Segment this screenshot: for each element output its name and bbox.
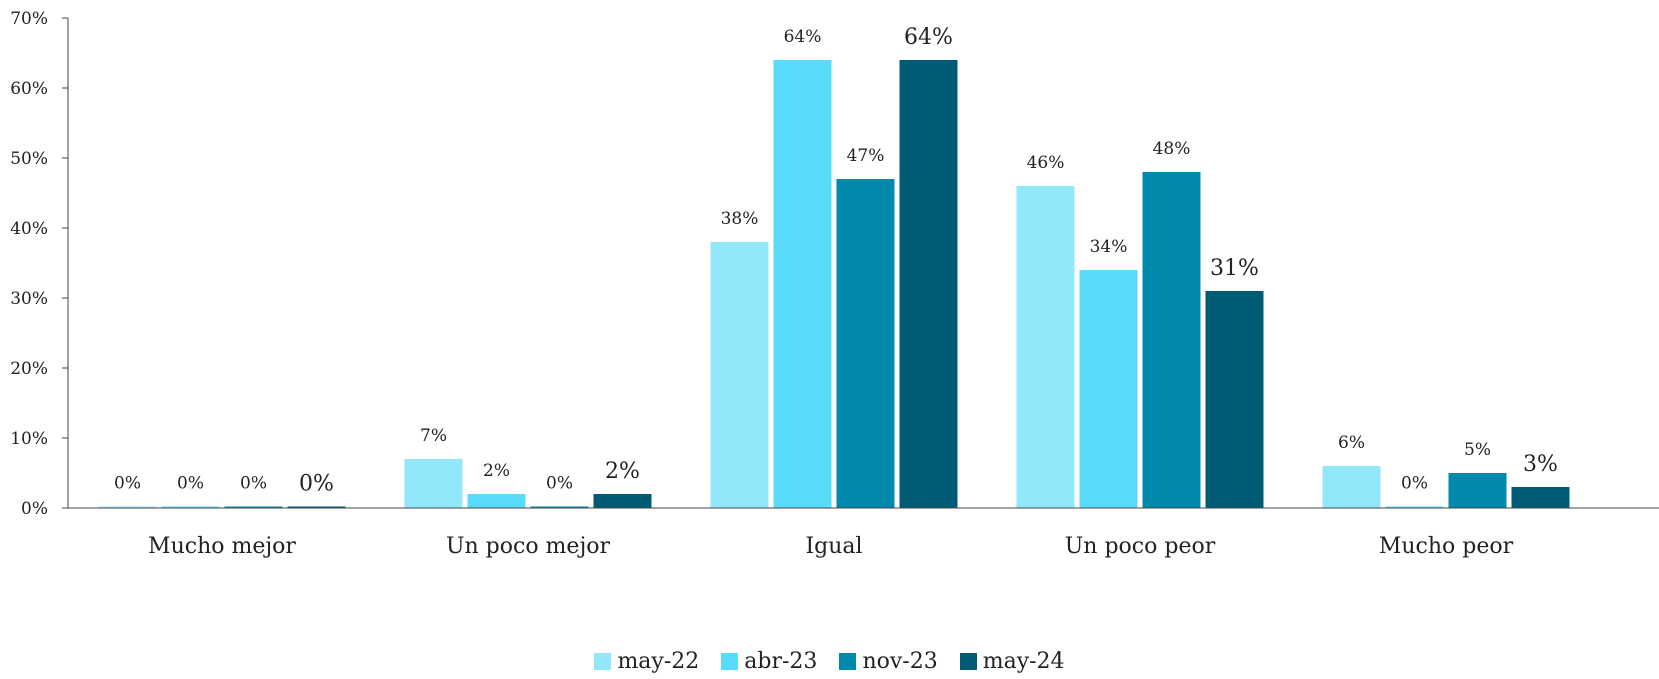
- legend-label: may-24: [982, 648, 1065, 674]
- data-label: 34%: [1090, 237, 1128, 257]
- legend-item-abr-23: abr-23: [721, 649, 817, 674]
- data-label: 31%: [1210, 256, 1259, 281]
- bar-may-24-3: [1205, 291, 1264, 508]
- bar-may-24-4: [1511, 487, 1570, 508]
- legend: may-22 abr-23 nov-23 may-24: [0, 648, 1659, 674]
- bar-abr-23-1: [467, 494, 526, 508]
- y-tick-label: 10%: [10, 429, 48, 449]
- data-label: 47%: [847, 146, 885, 166]
- bar-may-24-0: [287, 506, 346, 508]
- data-label: 0%: [299, 472, 334, 497]
- bar-may-24-1: [593, 494, 652, 508]
- y-tick-label: 50%: [10, 149, 48, 169]
- x-category-label: Mucho mejor: [148, 534, 296, 559]
- bar-nov-23-3: [1142, 172, 1201, 508]
- legend-item-may-24: may-24: [959, 648, 1065, 674]
- bar-nov-23-2: [836, 179, 895, 508]
- y-tick-label: 30%: [10, 289, 48, 309]
- data-label: 0%: [114, 474, 141, 494]
- bar-nov-23-4: [1448, 473, 1507, 508]
- y-axis: 0% 10% 20% 30% 40% 50% 60% 70%: [10, 9, 69, 519]
- data-label: 2%: [605, 459, 640, 484]
- bar-abr-23-0: [161, 506, 220, 508]
- data-label: 64%: [904, 25, 953, 50]
- legend-item-may-22: may-22: [594, 649, 699, 674]
- data-label: 7%: [420, 426, 447, 446]
- y-tick-label: 0%: [21, 499, 48, 519]
- legend-swatch: [959, 652, 977, 670]
- data-label: 2%: [483, 461, 510, 481]
- bar-may-22-4: [1322, 466, 1381, 508]
- bar-chart: 0% 10% 20% 30% 40% 50% 60% 70% 0% 0% 0% 0% 7% 2% 0% 2%…: [10, 9, 1659, 559]
- data-label: 3%: [1523, 452, 1558, 477]
- y-tick-label: 70%: [10, 9, 48, 29]
- legend-swatch: [839, 652, 857, 670]
- bar-may-22-3: [1016, 186, 1075, 508]
- y-tick-label: 60%: [10, 79, 48, 99]
- data-label: 0%: [177, 474, 204, 494]
- bar-nov-23-1: [530, 506, 589, 508]
- bar-may-22-0: [98, 506, 157, 508]
- bar-nov-23-0: [224, 506, 283, 508]
- data-label: 0%: [240, 474, 267, 494]
- data-label: 64%: [784, 27, 822, 47]
- bar-abr-23-4: [1385, 506, 1444, 508]
- x-category-label: Igual: [805, 534, 862, 559]
- data-label: 46%: [1027, 153, 1065, 173]
- y-tick-label: 40%: [10, 219, 48, 239]
- x-category-label: Mucho peor: [1379, 534, 1514, 559]
- legend-label: abr-23: [744, 648, 818, 674]
- bar-may-22-2: [710, 242, 769, 508]
- legend-label: may-22: [617, 648, 700, 674]
- x-axis: Mucho mejor Un poco mejor Igual Un poco peo…: [68, 507, 1659, 559]
- legend-item-nov-23: nov-23: [839, 648, 938, 674]
- bar-may-22-1: [404, 459, 463, 508]
- legend-swatch: [721, 652, 739, 670]
- x-category-label: Un poco mejor: [446, 534, 611, 559]
- bar-series-group: 0% 0% 0% 0% 7% 2% 0% 2% 38% 64% 47% 64% 46% 34% 48% 31%…: [98, 25, 1570, 508]
- bar-may-24-2: [899, 60, 958, 508]
- data-label: 38%: [721, 209, 759, 229]
- data-label: 0%: [1401, 474, 1428, 494]
- y-tick-label: 20%: [10, 359, 48, 379]
- data-label: 6%: [1338, 433, 1365, 453]
- legend-label: nov-23: [862, 648, 938, 674]
- data-label: 48%: [1153, 139, 1191, 159]
- data-label: 5%: [1464, 440, 1491, 460]
- data-label: 0%: [546, 474, 573, 494]
- bar-abr-23-2: [773, 60, 832, 508]
- legend-swatch: [594, 652, 612, 670]
- bar-abr-23-3: [1079, 270, 1138, 508]
- x-category-label: Un poco peor: [1065, 534, 1216, 559]
